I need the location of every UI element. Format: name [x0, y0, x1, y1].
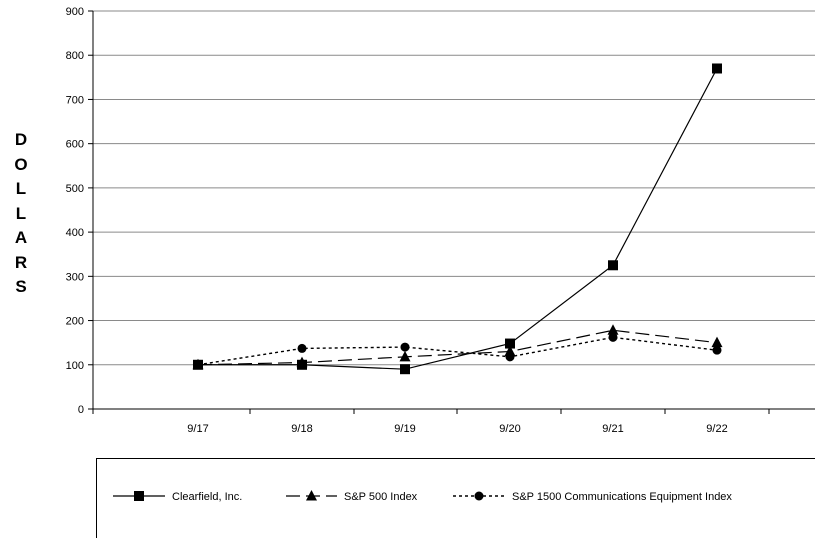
- y-tick-label-100: 100: [66, 360, 84, 372]
- x-tick-label-9-20: 9/20: [499, 423, 520, 435]
- y-tick-label-0: 0: [78, 404, 84, 416]
- legend-marker-1: [306, 490, 317, 501]
- series-2-point-2: [400, 342, 410, 352]
- y-tick-label-800: 800: [66, 50, 84, 62]
- legend-box: [96, 458, 815, 538]
- series-2-point-1: [297, 343, 307, 353]
- series-0-point-2: [400, 364, 410, 375]
- series-line-0: [198, 68, 718, 370]
- series-0-point-3: [505, 338, 515, 349]
- y-tick-label-900: 900: [66, 6, 84, 18]
- y-tick-label-700: 700: [66, 94, 84, 106]
- legend-label-1: S&P 500 Index: [344, 491, 418, 503]
- x-tick-label-9-18: 9/18: [291, 423, 312, 435]
- x-tick-label-9-19: 9/19: [394, 423, 415, 435]
- legend-marker-0: [134, 491, 144, 501]
- series-1-point-2: [399, 350, 411, 362]
- x-tick-label-9-22: 9/22: [706, 423, 727, 435]
- y-tick-label-500: 500: [66, 183, 84, 195]
- series-2-point-4: [608, 332, 618, 342]
- legend-label-2: S&P 1500 Communications Equipment Index: [512, 491, 732, 503]
- y-tick-label-600: 600: [66, 139, 84, 151]
- series-0-point-1: [297, 359, 307, 370]
- series-0-point-0: [193, 359, 203, 370]
- series-1-point-3: [504, 345, 516, 357]
- series-1-point-5: [711, 336, 723, 348]
- series-0-point-4: [608, 260, 618, 271]
- y-tick-label-200: 200: [66, 316, 84, 328]
- y-tick-label-300: 300: [66, 271, 84, 283]
- legend-marker-2: [474, 491, 484, 501]
- y-axis-label: D O L L A R S: [14, 130, 28, 296]
- y-tick-label-400: 400: [66, 227, 84, 239]
- series-2-point-5: [712, 345, 722, 355]
- series-0-point-5: [712, 63, 722, 74]
- series-line-2: [197, 336, 718, 366]
- x-tick-label-9-17: 9/17: [187, 423, 208, 435]
- x-tick-label-9-21: 9/21: [602, 423, 623, 435]
- series-1-point-4: [607, 324, 619, 335]
- legend-label-0: Clearfield, Inc.: [172, 491, 242, 503]
- series-line-1: [197, 329, 718, 366]
